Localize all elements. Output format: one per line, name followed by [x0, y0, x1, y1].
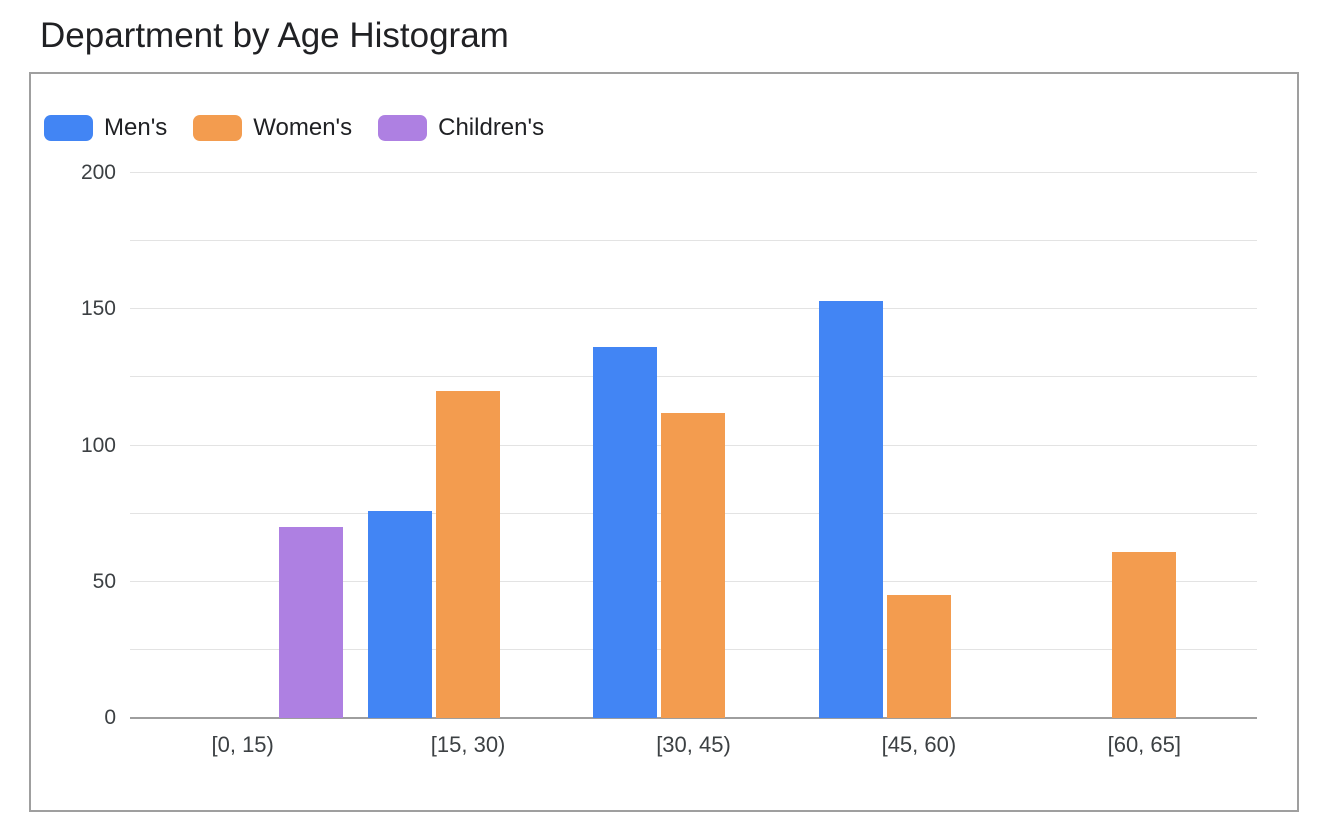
- plot-area: 0 50 100 150 200 [0, 15) [15, 30) [30, 45) [45, …: [81, 161, 1257, 757]
- chart-legend: Men's Women's Children's: [44, 114, 544, 142]
- category-cell: [806, 173, 1031, 718]
- legend-item-womens[interactable]: Women's: [193, 114, 352, 142]
- gridline: [130, 172, 1257, 173]
- chart-card: Men's Women's Children's 0 50 100 150 200 [0, 1…: [29, 72, 1299, 812]
- legend-swatch-icon: [44, 115, 93, 141]
- category-cell: [581, 173, 806, 718]
- bar-childrens-0-15[interactable]: [278, 527, 343, 718]
- legend-item-mens[interactable]: Men's: [44, 114, 167, 142]
- gridline: [130, 376, 1257, 378]
- bar-womens-30-45[interactable]: [661, 412, 726, 718]
- x-axis-category-label: [45, 60): [881, 732, 957, 757]
- gridline: [130, 308, 1257, 310]
- legend-swatch-icon: [193, 115, 243, 141]
- category-cell: [355, 173, 580, 718]
- y-axis-tick-label: 200: [80, 161, 116, 184]
- bar-womens-15-30[interactable]: [436, 391, 501, 718]
- legend-item-childrens[interactable]: Children's: [378, 114, 544, 142]
- category-cell: [130, 173, 355, 718]
- category-cell: [1032, 173, 1257, 718]
- legend-swatch-icon: [378, 115, 428, 141]
- y-axis-tick-label: 0: [104, 706, 116, 729]
- legend-label: Women's: [253, 114, 353, 141]
- bar-mens-45-60[interactable]: [818, 301, 883, 718]
- y-axis-tick-label: 150: [80, 297, 116, 321]
- bar-womens-60-65[interactable]: [1112, 551, 1177, 718]
- page-title: Department by Age Histogram: [40, 16, 509, 55]
- x-axis-category-label: [30, 45): [656, 732, 731, 757]
- bar-womens-45-60[interactable]: [886, 595, 951, 718]
- x-axis-category-label: [0, 15): [211, 732, 274, 757]
- gridline: [130, 240, 1257, 242]
- bar-mens-30-45[interactable]: [593, 347, 658, 718]
- bar-mens-15-30[interactable]: [368, 510, 433, 718]
- x-axis-category-label: [60, 65]: [1107, 732, 1181, 757]
- x-axis-category-label: [15, 30): [430, 732, 506, 757]
- y-axis-tick-label: 50: [92, 569, 116, 593]
- legend-label: Children's: [438, 114, 545, 141]
- y-axis-tick-label: 100: [80, 433, 116, 457]
- legend-label: Men's: [104, 114, 168, 141]
- x-axis-line: [130, 717, 1257, 719]
